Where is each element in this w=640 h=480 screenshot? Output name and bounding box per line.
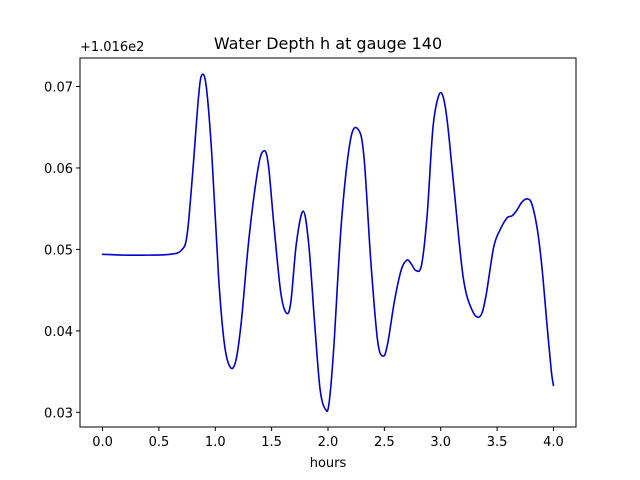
x-tick-label: 4.0 [543,435,564,450]
x-tick-label: 0.5 [149,435,170,450]
x-tick-label: 2.5 [374,435,395,450]
x-tick-label: 1.5 [261,435,282,450]
y-tick-label: 0.06 [44,162,73,177]
y-tick-label: 0.04 [44,325,73,340]
x-axis-ticks: 0.0 0.5 1.0 1.5 2.0 2.5 3.0 3.5 4.0 [92,427,564,450]
x-axis-label: hours [310,456,347,471]
y-offset-label: +1.016e2 [80,40,144,55]
y-axis-ticks: 0.03 0.04 0.05 0.06 0.07 [44,81,80,421]
x-tick-label: 1.0 [205,435,226,450]
y-tick-label: 0.05 [44,243,73,258]
y-tick-label: 0.03 [44,406,73,421]
x-tick-label: 2.0 [318,435,339,450]
x-tick-label: 3.5 [487,435,508,450]
series-line-0 [101,73,555,412]
plot-background [80,58,576,427]
y-tick-label: 0.07 [44,81,73,96]
x-tick-label: 3.0 [430,435,451,450]
x-tick-label: 0.0 [92,435,113,450]
chart-title: Water Depth h at gauge 140 [214,34,442,53]
series-layer [101,73,555,412]
